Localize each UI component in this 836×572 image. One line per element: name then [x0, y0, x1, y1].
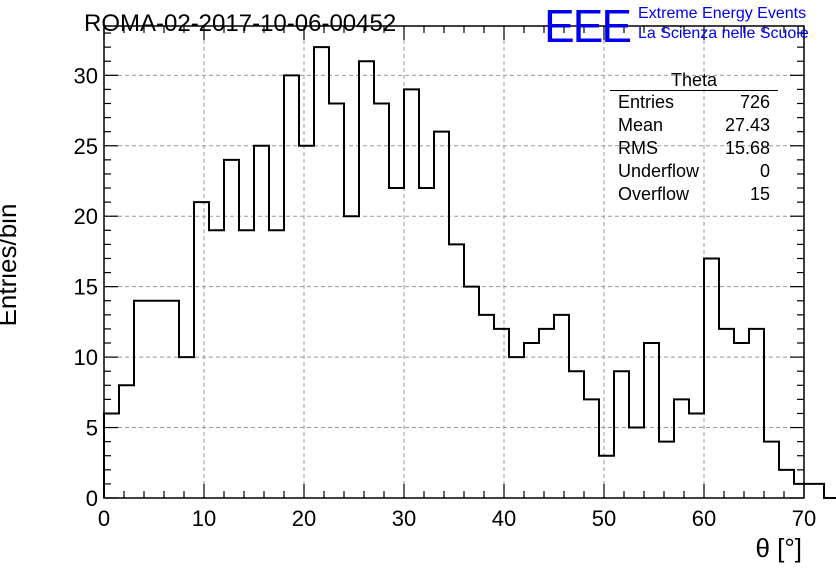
y-tick-label: 0 [86, 486, 98, 511]
histogram-bin [299, 146, 314, 498]
histogram-line [103, 46, 836, 499]
histogram-bin [374, 103, 389, 498]
y-tick-label: 15 [74, 275, 98, 300]
histogram-bin [704, 258, 719, 498]
histogram-bin [629, 428, 644, 498]
histogram-bin [599, 456, 614, 498]
histogram-bin [809, 484, 824, 498]
histogram-bin [359, 61, 374, 498]
x-tick-label: 40 [492, 506, 516, 531]
histogram-bin [494, 329, 509, 498]
x-axis-label: θ [°] [755, 533, 802, 563]
histogram-bin [404, 89, 419, 498]
histogram-bin [509, 357, 524, 498]
histogram-bin [389, 188, 404, 498]
histogram-bin [614, 371, 629, 498]
eee-logo: EEE [544, 2, 632, 46]
stats-label: Mean [618, 115, 664, 135]
histogram-bin [794, 484, 809, 498]
histogram-bin [464, 287, 479, 498]
histogram-bin [644, 343, 659, 498]
x-tick-label: 0 [98, 506, 110, 531]
stats-title: Theta [610, 70, 778, 91]
stats-box: Theta Entries 726 Mean 27.43 RMS 15.68 U… [610, 70, 778, 206]
histogram-bin [449, 244, 464, 498]
histogram-bin [734, 343, 749, 498]
stats-label: Underflow [618, 161, 700, 181]
histogram-bin [689, 413, 704, 498]
histogram-bin [539, 329, 554, 498]
stats-label: RMS [618, 138, 658, 158]
logo-lettering: EEE [544, 2, 630, 46]
histogram-bin [269, 230, 284, 498]
histogram-bin [104, 413, 119, 498]
histogram-bin [344, 216, 359, 498]
stats-row-entries: Entries 726 [610, 91, 778, 114]
histogram-bin [554, 315, 569, 498]
stats-label: Entries [618, 92, 675, 112]
stats-value: 15 [749, 184, 770, 204]
histogram-bin [149, 301, 164, 498]
histogram-bin [779, 470, 794, 498]
histogram-bin [434, 132, 449, 498]
stats-value: 0 [759, 161, 770, 181]
histogram-bin [209, 230, 224, 498]
logo-caption: Extreme Energy Events La Scienza nelle S… [638, 4, 809, 44]
stats-value: 27.43 [724, 115, 770, 135]
stats-label: Overflow [618, 184, 690, 204]
histogram-bin [764, 442, 779, 498]
stats-value: 726 [739, 92, 770, 112]
histogram-bin [239, 230, 254, 498]
histogram-bin [194, 202, 209, 498]
y-axis-label: Entries/bin [0, 203, 22, 327]
stats-row-rms: RMS 15.68 [610, 137, 778, 160]
y-tick-label: 25 [74, 134, 98, 159]
x-tick-label: 20 [292, 506, 316, 531]
histogram-bin [749, 329, 764, 498]
histogram-bin [524, 343, 539, 498]
histogram-bin [284, 75, 299, 498]
histogram-bin [569, 371, 584, 498]
histogram-bin [164, 301, 179, 498]
y-tick-label: 20 [74, 204, 98, 229]
stats-row-underflow: Underflow 0 [610, 160, 778, 183]
histogram-bin [479, 315, 494, 498]
stats-row-mean: Mean 27.43 [610, 114, 778, 137]
y-tick-label: 10 [74, 345, 98, 370]
histogram-bin [419, 188, 434, 498]
y-tick-label: 30 [74, 63, 98, 88]
histogram-bin [659, 442, 674, 498]
histogram-bin [134, 301, 149, 498]
logo-caption-line1: Extreme Energy Events [638, 5, 807, 22]
plot-frame [103, 25, 805, 499]
stats-value: 15.68 [724, 138, 770, 158]
stats-row-overflow: Overflow 15 [610, 183, 778, 206]
x-tick-label: 10 [192, 506, 216, 531]
histogram-bin [119, 385, 134, 498]
histogram-bin [254, 146, 269, 498]
histogram-bin [329, 103, 344, 498]
x-tick-label: 30 [392, 506, 416, 531]
y-tick-label: 5 [86, 416, 98, 441]
histogram-bin [314, 47, 329, 498]
x-tick-label: 50 [592, 506, 616, 531]
histogram-bin [224, 160, 239, 498]
histogram-bin [179, 357, 194, 498]
histogram-bin [719, 329, 734, 498]
x-tick-label: 60 [692, 506, 716, 531]
chart-title: ROMA-02-2017-10-06-00452 [84, 10, 397, 37]
logo-caption-line2: La Scienza nelle Scuole [638, 25, 809, 42]
histogram-bin [674, 399, 689, 498]
histogram-bin [584, 399, 599, 498]
x-tick-label: 70 [792, 506, 816, 531]
